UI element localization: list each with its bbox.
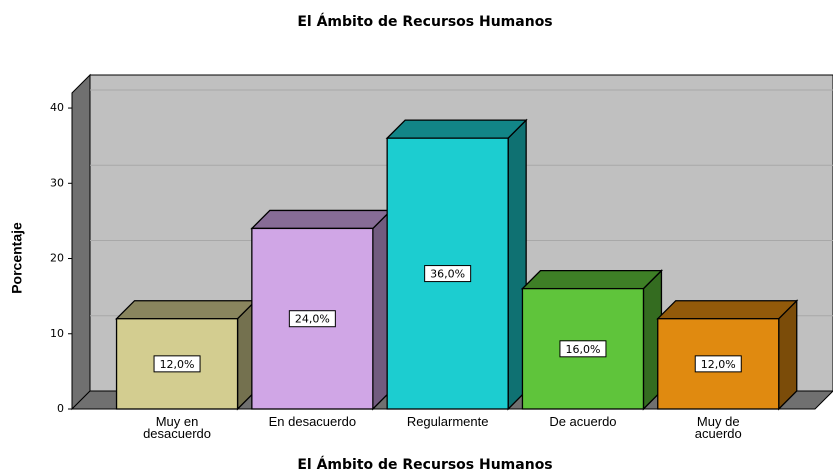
bar (251, 227, 374, 410)
y-tick-label: 30 (50, 176, 64, 189)
bar-top (656, 300, 799, 320)
value-label-box (559, 340, 607, 358)
value-label: 16,0% (565, 343, 600, 356)
x-tick-label: De acuerdo (549, 414, 617, 429)
value-label: 12,0% (701, 358, 736, 371)
x-tick-label: Muy en desacuerdo (143, 414, 212, 441)
left-wall (71, 73, 91, 411)
bar-top (520, 269, 664, 290)
value-label-box (288, 310, 336, 328)
y-axis-label: Porcentaje (9, 222, 25, 294)
value-label: 12,0% (160, 358, 195, 371)
x-tick-label: Regularmente (406, 414, 489, 429)
x-axis-label: El Ámbito de Recursos Humanos (297, 456, 552, 473)
x-tick-label: Muy de acuerdo (694, 414, 742, 441)
y-tick-label: 10 (50, 327, 64, 340)
value-label-box (424, 265, 472, 283)
chart-title: El Ámbito de Recursos Humanos (297, 13, 552, 30)
value-label: 36,0% (430, 268, 465, 281)
y-tick-label: 20 (50, 252, 64, 265)
value-label-box (153, 355, 201, 373)
value-label-box (694, 355, 742, 373)
bar-side (778, 299, 798, 411)
bar-top (114, 300, 258, 320)
value-label: 24,0% (295, 313, 330, 326)
x-tick-label: En desacuerdo (268, 414, 357, 429)
bar-top (385, 119, 528, 139)
y-tick-label: 0 (57, 402, 64, 415)
y-tick-label: 40 (50, 101, 64, 114)
bar-top (250, 209, 393, 230)
